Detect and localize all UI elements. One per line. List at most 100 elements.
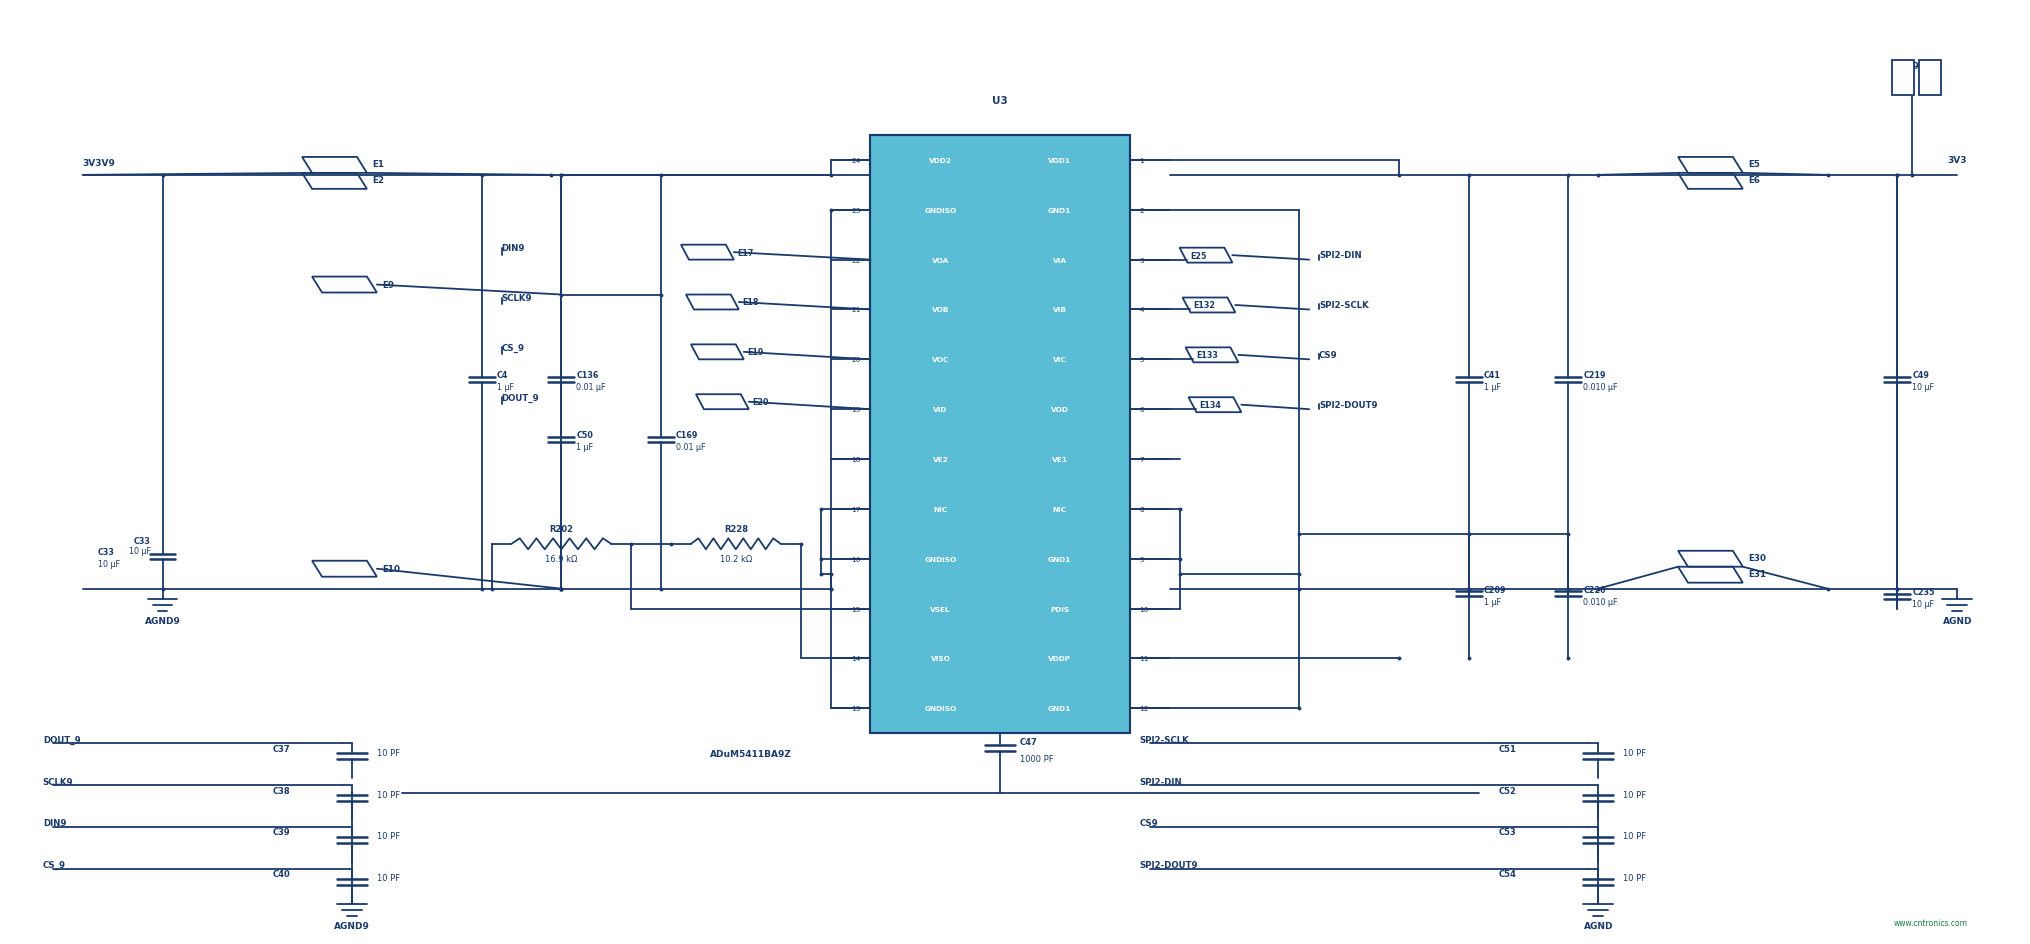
Text: C40: C40 bbox=[272, 869, 290, 878]
Text: SPI2-DOUT9: SPI2-DOUT9 bbox=[1139, 860, 1198, 869]
Text: 10 PF: 10 PF bbox=[1624, 832, 1646, 840]
Text: GNDISO: GNDISO bbox=[924, 208, 956, 213]
Text: 10 μF: 10 μF bbox=[128, 547, 150, 556]
Text: C235: C235 bbox=[1912, 587, 1935, 597]
Text: E10: E10 bbox=[382, 565, 400, 574]
Text: GND1: GND1 bbox=[1047, 705, 1072, 712]
Text: DIN9: DIN9 bbox=[501, 244, 526, 253]
Text: E6: E6 bbox=[1748, 177, 1760, 185]
Text: 10.2 kΩ: 10.2 kΩ bbox=[721, 555, 751, 564]
Text: CS_9: CS_9 bbox=[501, 344, 524, 352]
Text: DIN9: DIN9 bbox=[43, 818, 67, 828]
Text: 1000 PF: 1000 PF bbox=[1019, 754, 1054, 763]
Text: E2: E2 bbox=[371, 177, 384, 185]
Text: E19: E19 bbox=[747, 348, 763, 357]
Text: GND1: GND1 bbox=[1047, 556, 1072, 562]
Text: VIB: VIB bbox=[1054, 307, 1066, 313]
Text: GNDISO: GNDISO bbox=[924, 705, 956, 712]
Text: 10 PF: 10 PF bbox=[378, 748, 400, 757]
Text: VOA: VOA bbox=[932, 258, 950, 263]
Text: CS9: CS9 bbox=[1320, 350, 1338, 360]
Text: 3V3: 3V3 bbox=[1947, 157, 1967, 165]
Bar bbox=[1918, 61, 1941, 96]
Text: VID: VID bbox=[934, 407, 948, 413]
Text: PDIS: PDIS bbox=[1050, 606, 1070, 612]
Text: P9: P9 bbox=[1906, 61, 1918, 71]
Text: SCLK9: SCLK9 bbox=[43, 777, 73, 785]
Text: 20: 20 bbox=[851, 357, 861, 362]
Text: ADuM5411BA9Z: ADuM5411BA9Z bbox=[710, 749, 792, 758]
Text: C169: C169 bbox=[676, 430, 698, 440]
Text: VDDP: VDDP bbox=[1047, 656, 1072, 662]
Text: C33: C33 bbox=[134, 537, 150, 546]
Text: 3V3V9: 3V3V9 bbox=[83, 160, 116, 168]
Text: C51: C51 bbox=[1498, 744, 1516, 753]
Text: 8: 8 bbox=[1139, 506, 1145, 513]
Text: SPI2-SCLK: SPI2-SCLK bbox=[1139, 735, 1190, 744]
Bar bbox=[1892, 61, 1914, 96]
Text: 3: 3 bbox=[1139, 258, 1145, 263]
Text: C219: C219 bbox=[1583, 371, 1606, 379]
Text: SPI2-DOUT9: SPI2-DOUT9 bbox=[1320, 400, 1378, 410]
Text: DOUT_9: DOUT_9 bbox=[43, 734, 81, 744]
Text: C220: C220 bbox=[1583, 585, 1606, 594]
Text: C37: C37 bbox=[272, 744, 290, 753]
Text: VDD2: VDD2 bbox=[930, 158, 952, 163]
Text: 6: 6 bbox=[1139, 407, 1145, 413]
Text: VIC: VIC bbox=[1054, 357, 1066, 362]
Text: 22: 22 bbox=[851, 258, 861, 263]
Text: E133: E133 bbox=[1196, 351, 1218, 360]
Text: 16: 16 bbox=[851, 556, 861, 562]
Text: 10 PF: 10 PF bbox=[1624, 790, 1646, 799]
Text: VE2: VE2 bbox=[932, 457, 948, 463]
Text: U3: U3 bbox=[993, 96, 1009, 106]
Text: 10 μF: 10 μF bbox=[1912, 599, 1935, 609]
Text: 10 PF: 10 PF bbox=[378, 873, 400, 883]
Text: GND1: GND1 bbox=[1047, 208, 1072, 213]
Bar bbox=[871, 136, 1129, 733]
Text: AGND: AGND bbox=[1943, 616, 1971, 625]
Text: VDD1: VDD1 bbox=[1047, 158, 1072, 163]
Text: AGND9: AGND9 bbox=[144, 616, 181, 625]
Text: 5: 5 bbox=[1139, 357, 1145, 362]
Text: 10 PF: 10 PF bbox=[1624, 873, 1646, 883]
Text: E18: E18 bbox=[741, 298, 759, 307]
Text: SPI2-SCLK: SPI2-SCLK bbox=[1320, 301, 1368, 310]
Text: 10 PF: 10 PF bbox=[1624, 748, 1646, 757]
Text: 18: 18 bbox=[851, 457, 861, 463]
Text: 24: 24 bbox=[851, 158, 861, 163]
Text: www.cntronics.com: www.cntronics.com bbox=[1894, 919, 1967, 927]
Text: E17: E17 bbox=[737, 248, 753, 258]
Text: E1: E1 bbox=[371, 160, 384, 169]
Text: 0.01 μF: 0.01 μF bbox=[577, 383, 605, 392]
Text: C4: C4 bbox=[497, 371, 508, 379]
Text: 16.9 kΩ: 16.9 kΩ bbox=[546, 555, 577, 564]
Text: VOD: VOD bbox=[1052, 407, 1068, 413]
Text: CS_9: CS_9 bbox=[43, 860, 65, 869]
Text: E132: E132 bbox=[1194, 301, 1216, 311]
Text: E134: E134 bbox=[1200, 401, 1222, 410]
Text: 0.01 μF: 0.01 μF bbox=[676, 443, 706, 451]
Text: VOC: VOC bbox=[932, 357, 950, 362]
Text: E30: E30 bbox=[1748, 554, 1766, 563]
Text: 1 μF: 1 μF bbox=[577, 443, 593, 451]
Text: E5: E5 bbox=[1748, 160, 1760, 169]
Text: SPI2-DIN: SPI2-DIN bbox=[1320, 251, 1362, 260]
Text: R228: R228 bbox=[725, 525, 747, 533]
Text: VISO: VISO bbox=[930, 656, 950, 662]
Text: 13: 13 bbox=[851, 705, 861, 712]
Text: 10 μF: 10 μF bbox=[97, 560, 120, 568]
Text: CS9: CS9 bbox=[1139, 818, 1159, 828]
Text: 1 μF: 1 μF bbox=[497, 383, 514, 392]
Text: 21: 21 bbox=[851, 307, 861, 313]
Text: 10: 10 bbox=[1139, 606, 1149, 612]
Text: C52: C52 bbox=[1498, 785, 1516, 795]
Text: 4: 4 bbox=[1139, 307, 1145, 313]
Text: 1 μF: 1 μF bbox=[1484, 383, 1500, 392]
Text: 1 μF: 1 μF bbox=[1484, 597, 1500, 606]
Text: AGND: AGND bbox=[1583, 921, 1614, 930]
Text: C209: C209 bbox=[1484, 585, 1506, 594]
Text: 9: 9 bbox=[1139, 556, 1145, 562]
Text: 7: 7 bbox=[1139, 457, 1145, 463]
Text: C50: C50 bbox=[577, 430, 593, 440]
